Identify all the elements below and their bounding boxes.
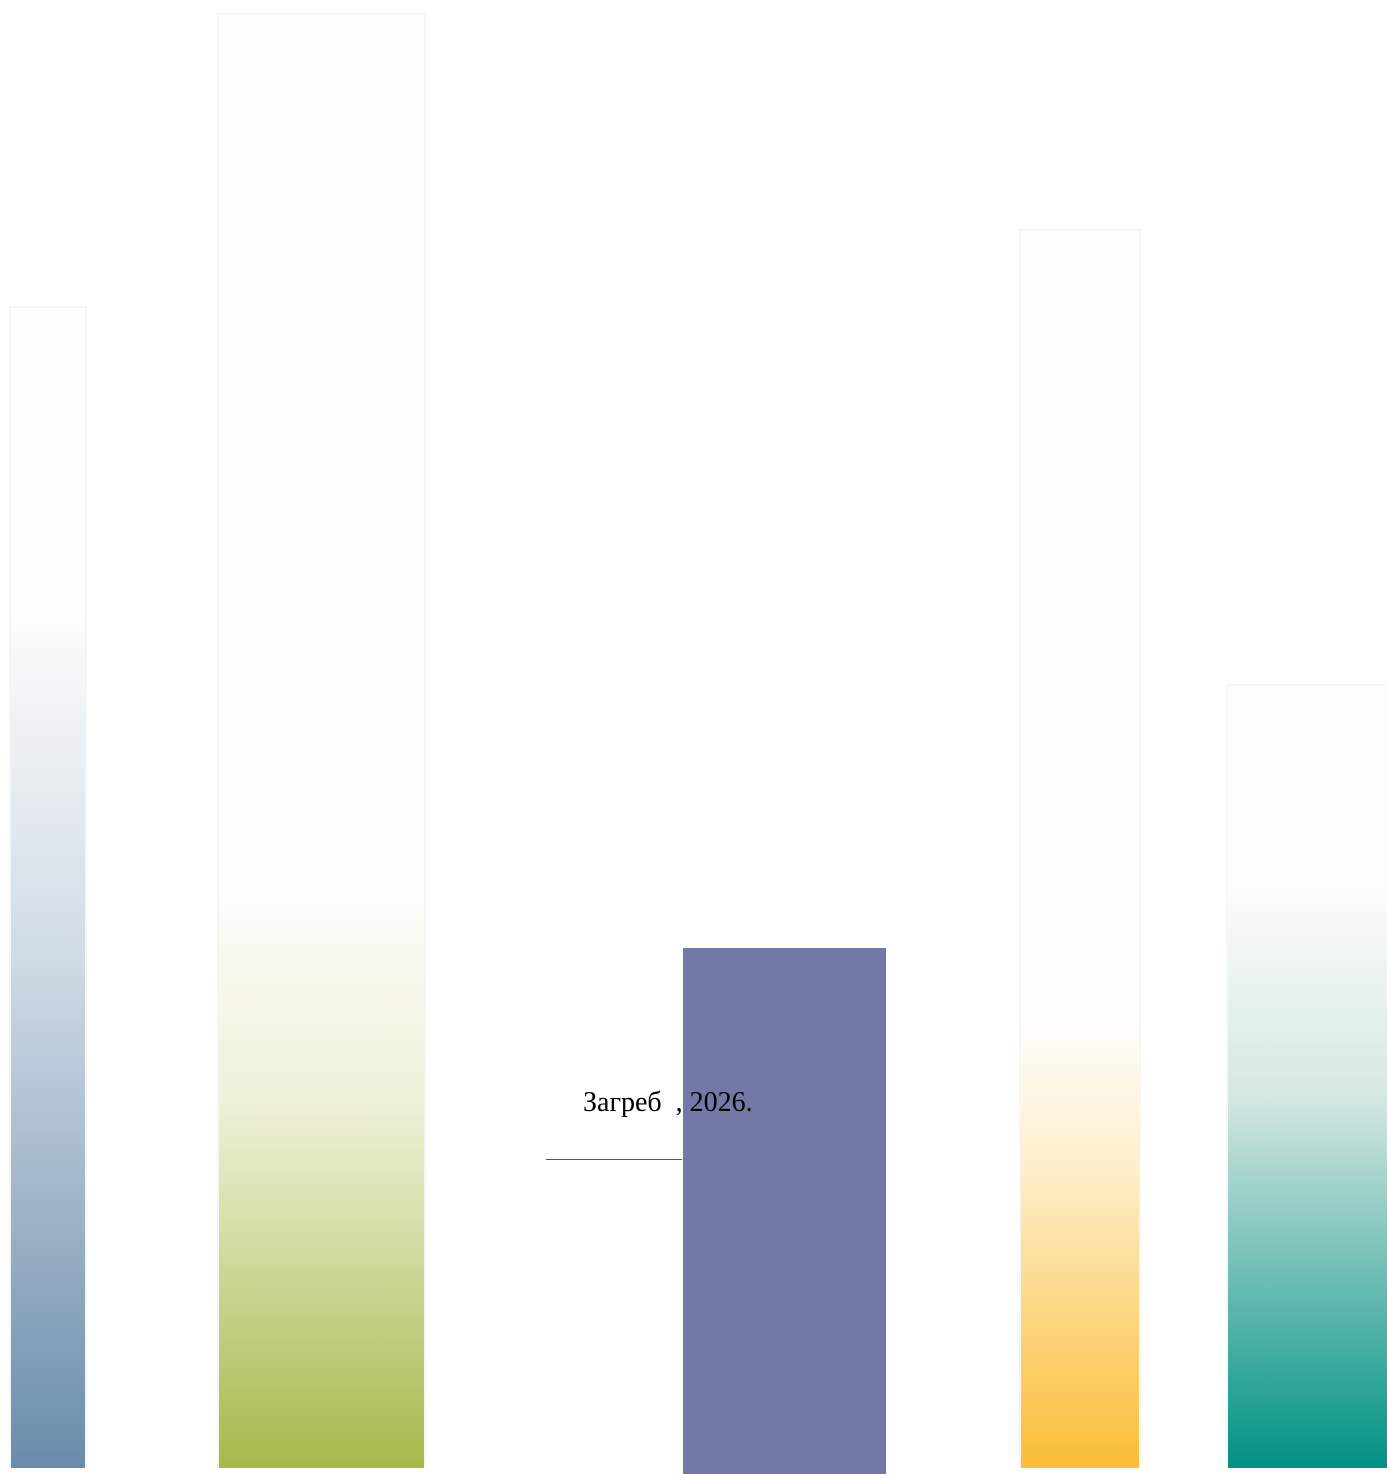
- city-name: Загреб: [583, 1087, 662, 1118]
- decorative-bar-blue: [9, 306, 87, 1468]
- decorative-bar-teal: [1226, 684, 1387, 1468]
- signature-rule: [546, 1159, 682, 1160]
- decorative-bar-purple: [683, 948, 886, 1474]
- decorative-bar-green: [217, 13, 426, 1468]
- decorative-bar-yellow: [1019, 229, 1141, 1468]
- publication-year: , 2026.: [675, 1087, 753, 1118]
- place-and-date: Загреб , 2026.: [583, 1086, 753, 1120]
